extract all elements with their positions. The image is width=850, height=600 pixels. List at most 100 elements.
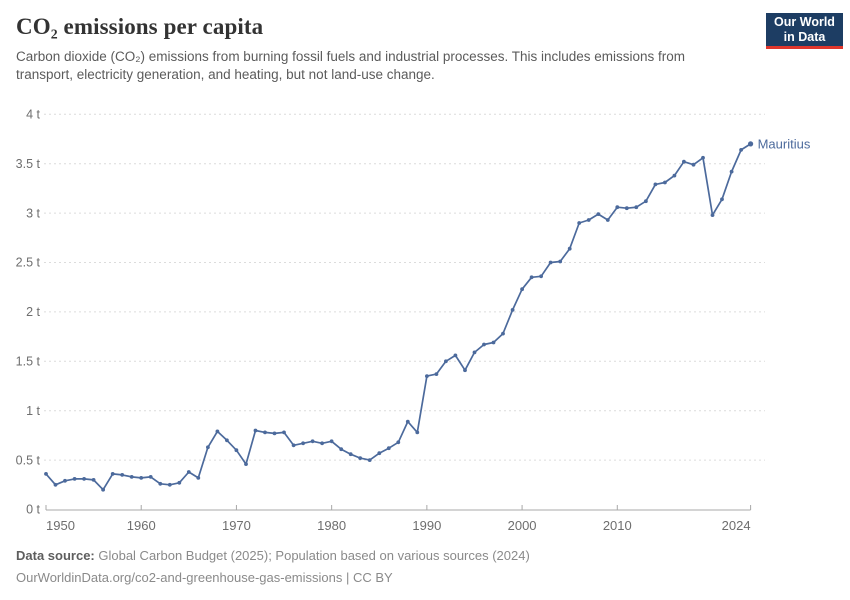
- data-point[interactable]: [82, 477, 86, 481]
- data-point[interactable]: [215, 429, 220, 434]
- data-point[interactable]: [148, 475, 153, 479]
- data-point[interactable]: [691, 162, 696, 167]
- data-point[interactable]: [196, 476, 201, 480]
- y-axis-tick-label: 4 t: [26, 108, 40, 122]
- data-point[interactable]: [206, 445, 210, 450]
- owid-logo-line2: in Data: [783, 29, 826, 44]
- data-point[interactable]: [120, 473, 125, 477]
- y-axis-tick-label: 2 t: [26, 305, 40, 319]
- chart-subtitle: Carbon dioxide (CO₂) emissions from burn…: [16, 49, 686, 82]
- data-point[interactable]: [358, 456, 363, 460]
- data-source-text: Global Carbon Budget (2025); Population …: [94, 548, 530, 563]
- data-point[interactable]: [644, 199, 648, 204]
- data-point[interactable]: [729, 169, 734, 174]
- data-point[interactable]: [739, 148, 743, 152]
- data-point[interactable]: [701, 155, 705, 160]
- data-point[interactable]: [720, 197, 724, 202]
- x-axis-tick-label: 2000: [508, 518, 537, 533]
- data-point[interactable]: [234, 448, 239, 453]
- data-point[interactable]: [539, 274, 543, 279]
- data-point[interactable]: [491, 340, 496, 345]
- data-point[interactable]: [158, 481, 163, 486]
- data-point[interactable]: [377, 451, 382, 456]
- data-point[interactable]: [405, 419, 410, 424]
- x-axis-tick-label: 2024: [722, 518, 751, 533]
- data-point[interactable]: [501, 331, 505, 336]
- series-end-label-mauritius[interactable]: Mauritius: [758, 136, 811, 151]
- data-point[interactable]: [320, 441, 324, 446]
- data-point[interactable]: [520, 287, 524, 292]
- data-point[interactable]: [72, 477, 77, 481]
- data-point[interactable]: [529, 275, 534, 280]
- data-point[interactable]: [253, 428, 258, 433]
- data-point[interactable]: [272, 431, 277, 436]
- data-point[interactable]: [139, 476, 144, 480]
- data-point[interactable]: [453, 353, 458, 358]
- chart-title: CO₂ emissions per capita: [16, 14, 264, 39]
- data-point[interactable]: [415, 430, 420, 435]
- x-axis-tick-label: 1950: [46, 518, 75, 533]
- data-point[interactable]: [663, 180, 667, 185]
- data-point[interactable]: [672, 173, 677, 178]
- data-point[interactable]: [624, 206, 629, 211]
- data-point[interactable]: [282, 430, 286, 435]
- data-point[interactable]: [329, 439, 334, 444]
- owid-url-link[interactable]: OurWorldinData.org/co2-and-greenhouse-ga…: [16, 569, 343, 585]
- owid-logo[interactable]: Our World in Data: [766, 13, 843, 49]
- data-point[interactable]: [244, 462, 248, 466]
- data-point[interactable]: [634, 205, 639, 210]
- license-line: OurWorldinData.org/co2-and-greenhouse-ga…: [16, 567, 530, 589]
- data-point[interactable]: [101, 487, 105, 492]
- data-point[interactable]: [91, 478, 96, 482]
- data-point[interactable]: [44, 472, 48, 476]
- data-point[interactable]: [463, 368, 467, 373]
- data-point[interactable]: [653, 182, 658, 187]
- data-point[interactable]: [110, 472, 115, 476]
- data-point[interactable]: [63, 478, 67, 483]
- data-source-label: Data source:: [16, 548, 95, 563]
- x-axis-tick-label: 1970: [222, 518, 251, 533]
- data-point[interactable]: [558, 259, 563, 264]
- data-point[interactable]: [596, 212, 601, 217]
- data-point[interactable]: [263, 430, 267, 435]
- data-point[interactable]: [167, 482, 172, 487]
- data-point[interactable]: [186, 470, 191, 474]
- data-point[interactable]: [367, 458, 372, 462]
- data-point[interactable]: [548, 260, 553, 265]
- data-point[interactable]: [444, 359, 448, 364]
- data-point[interactable]: [682, 159, 686, 164]
- data-point[interactable]: [129, 475, 134, 479]
- data-point[interactable]: [386, 446, 391, 451]
- data-point[interactable]: [586, 218, 591, 222]
- data-point[interactable]: [348, 452, 353, 457]
- owid-logo-line1: Our World: [774, 14, 835, 29]
- y-axis-tick-label: 3 t: [26, 206, 40, 220]
- data-point[interactable]: [225, 438, 229, 443]
- x-axis-tick-label: 1990: [412, 518, 441, 533]
- data-point[interactable]: [472, 350, 477, 355]
- data-point[interactable]: [339, 447, 344, 452]
- data-point[interactable]: [482, 342, 486, 347]
- y-axis-tick-label: 3.5 t: [16, 157, 41, 171]
- data-point[interactable]: [748, 141, 754, 147]
- data-point[interactable]: [310, 439, 315, 444]
- y-axis-tick-label: 1 t: [26, 404, 40, 418]
- data-point[interactable]: [396, 440, 401, 445]
- data-point[interactable]: [53, 482, 58, 487]
- data-point[interactable]: [301, 441, 305, 446]
- data-point[interactable]: [434, 372, 439, 376]
- data-point[interactable]: [710, 213, 715, 218]
- data-point[interactable]: [567, 246, 572, 251]
- data-point[interactable]: [177, 480, 182, 485]
- data-point[interactable]: [577, 221, 582, 225]
- mauritius-series-line[interactable]: [45, 143, 752, 491]
- data-point[interactable]: [425, 374, 429, 378]
- data-point[interactable]: [510, 308, 515, 312]
- data-point[interactable]: [615, 205, 620, 210]
- data-point[interactable]: [605, 218, 610, 222]
- x-axis-tick-label: 1960: [127, 518, 156, 533]
- chart-footer: Data source: Global Carbon Budget (2025)…: [16, 545, 530, 588]
- data-point[interactable]: [291, 443, 296, 448]
- data-source-line: Data source: Global Carbon Budget (2025)…: [16, 545, 530, 567]
